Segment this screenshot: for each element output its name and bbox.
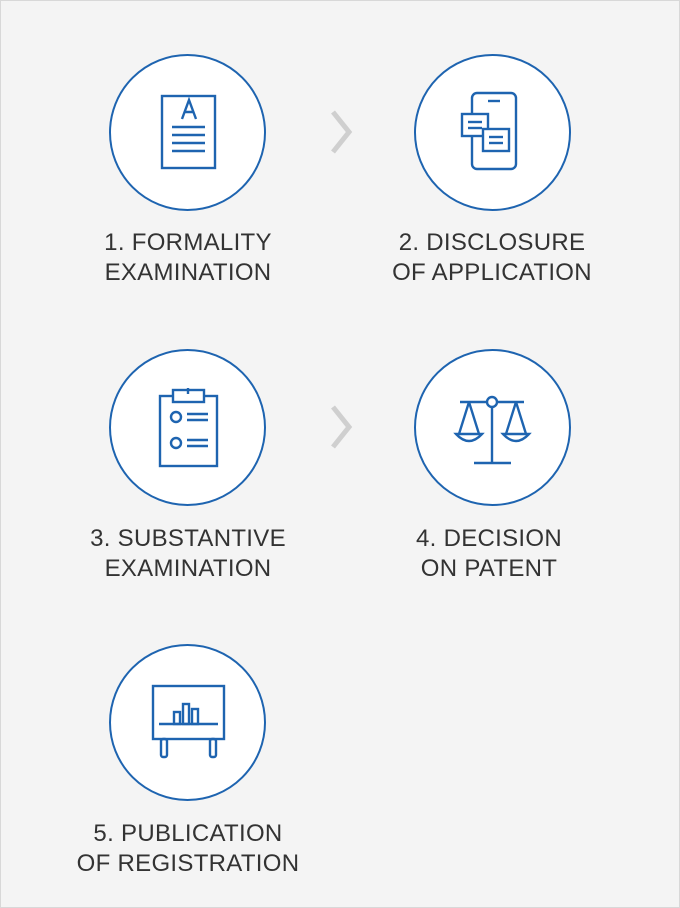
- step-3-title: 3. SUBSTANTIVE: [90, 525, 286, 552]
- step-4-subtitle: ON PATENT: [420, 555, 558, 582]
- balance-scale-icon: [453, 395, 532, 465]
- step-4-label: 4. DECISION ON PATENT: [339, 524, 639, 584]
- chevron-right-icon: [331, 405, 353, 449]
- step-2-title: 2. DISCLOSURE: [398, 229, 586, 256]
- step-1-circle: [109, 54, 266, 211]
- step-2-label: 2. DISCLOSURE OF APPLICATION: [342, 228, 642, 288]
- step-2-subtitle: OF APPLICATION: [392, 259, 592, 286]
- step-3-circle: [109, 349, 266, 506]
- step-1-title: 1. FORMALITY: [104, 229, 272, 256]
- step-5-circle: [109, 644, 266, 801]
- step-1-label: 1. FORMALITY EXAMINATION: [38, 228, 338, 288]
- step-5-subtitle: OF REGISTRATION: [76, 850, 300, 877]
- mobile-documents-icon: [460, 91, 518, 171]
- clipboard-checklist-icon: [158, 388, 219, 468]
- step-3-subtitle: EXAMINATION: [104, 555, 272, 582]
- step-5-title: 5. PUBLICATION: [93, 820, 283, 847]
- step-4-circle: [414, 349, 571, 506]
- step-2-circle: [414, 54, 571, 211]
- chevron-right-icon: [331, 110, 353, 154]
- step-5-label: 5. PUBLICATION OF REGISTRATION: [38, 819, 338, 879]
- step-3-label: 3. SUBSTANTIVE EXAMINATION: [38, 524, 338, 584]
- document-icon: [160, 94, 217, 170]
- presentation-board-icon: [151, 684, 226, 759]
- step-4-title: 4. DECISION: [416, 525, 562, 552]
- step-1-subtitle: EXAMINATION: [104, 259, 272, 286]
